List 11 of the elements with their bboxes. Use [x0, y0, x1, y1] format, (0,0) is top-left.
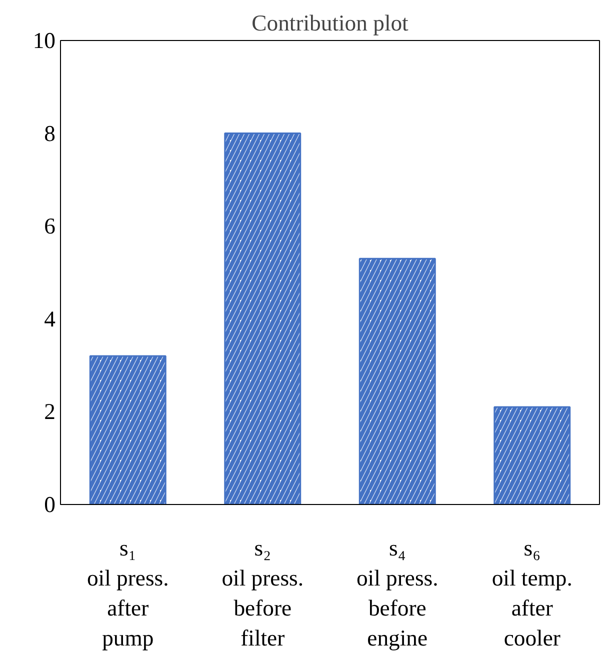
y-tick-label: 2 [44, 399, 56, 424]
y-tick-label: 8 [44, 120, 56, 146]
chart-title: Contribution plot [252, 10, 410, 36]
x-tick-label: s₁ oil press. after pump [86, 536, 169, 650]
y-tick-label: 0 [44, 492, 56, 517]
y-tick-label: 6 [44, 214, 56, 239]
x-tick-label: s₂ oil press. before filter [222, 536, 304, 650]
y-tick-label: 4 [44, 306, 56, 332]
x-tick-label: s₆ oil temp. after cooler [492, 536, 572, 650]
x-tick-label: s₄ oil press. before engine [356, 536, 438, 650]
y-tick-label: 10 [32, 28, 56, 53]
